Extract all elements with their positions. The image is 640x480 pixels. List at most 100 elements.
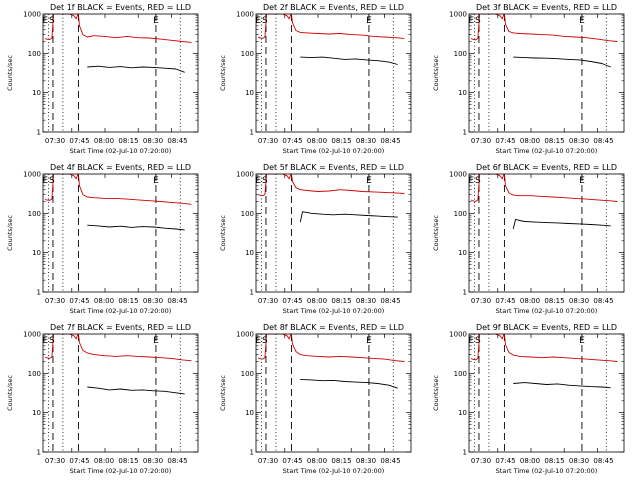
plot-area	[470, 174, 618, 292]
x-tick-label: 08:00	[520, 457, 540, 465]
y-tick-label: 1000	[23, 11, 41, 19]
event-marker-label: S	[475, 176, 481, 186]
x-axis-label: Start Time (02-Jul-10 07:20:00)	[283, 307, 385, 315]
y-tick-label: 10	[458, 409, 467, 417]
x-tick-label: 07:30	[258, 137, 278, 145]
x-tick-label: 08:15	[331, 137, 351, 145]
x-tick-label: 07:30	[45, 457, 65, 465]
x-axis-label: Start Time (02-Jul-10 07:20:00)	[496, 467, 598, 475]
plot-frame	[255, 333, 412, 453]
x-tick-label: 07:45	[495, 137, 515, 145]
plot-frame	[468, 173, 625, 293]
x-tick-label: 07:45	[495, 297, 515, 305]
x-tick-label: 08:30	[356, 297, 376, 305]
series-events-line	[512, 218, 611, 230]
x-tick-label: 08:30	[143, 457, 163, 465]
panel-title: Det 5f BLACK = Events, RED = LLD	[263, 163, 404, 172]
y-tick-label: 10	[32, 409, 41, 417]
y-tick-label: 100	[28, 370, 41, 378]
x-tick-label: 08:45	[380, 457, 400, 465]
series-events-line	[87, 386, 185, 395]
panel-title: Det 2f BLACK = Events, RED = LLD	[263, 3, 404, 12]
y-tick-label: 1	[463, 289, 467, 297]
plot-frame	[468, 333, 625, 453]
panel-title: Det 1f BLACK = Events, RED = LLD	[50, 3, 191, 12]
x-axis-label: Start Time (02-Jul-10 07:20:00)	[70, 147, 172, 155]
x-tick-label: 08:30	[569, 137, 589, 145]
x-tick-label: 08:15	[118, 457, 138, 465]
plot-frame	[42, 333, 199, 453]
event-marker-label: E	[579, 16, 585, 26]
event-marker-label: E	[468, 16, 474, 26]
x-tick-label: 08:15	[118, 297, 138, 305]
plot-area	[470, 14, 618, 132]
y-axis-label: Counts/sec	[6, 55, 14, 91]
y-tick-label: 1	[37, 129, 41, 137]
x-tick-label: 07:45	[282, 457, 302, 465]
panel-8: Det 8f BLACK = Events, RED = LLD Counts/s…	[219, 323, 412, 475]
x-tick-label: 08:15	[118, 137, 138, 145]
event-marker-label: S	[262, 336, 268, 346]
y-tick-label: 1	[250, 289, 254, 297]
event-marker-label: S	[49, 336, 55, 346]
y-tick-label: 1000	[236, 11, 254, 19]
y-tick-label: 100	[28, 50, 41, 58]
y-axis-label: Counts/sec	[219, 375, 227, 411]
y-tick-label: 10	[32, 249, 41, 257]
y-tick-label: 1	[250, 129, 254, 137]
event-marker-label: E	[255, 16, 261, 26]
x-tick-label: 08:30	[569, 297, 589, 305]
panel-5: Det 5f BLACK = Events, RED = LLD Counts/s…	[219, 163, 412, 315]
x-tick-label: 08:45	[380, 297, 400, 305]
panel-2: Det 2f BLACK = Events, RED = LLD Counts/s…	[219, 3, 412, 155]
y-tick-label: 100	[241, 210, 254, 218]
y-tick-label: 10	[245, 249, 254, 257]
x-tick-label: 08:45	[593, 297, 613, 305]
event-marker-label: S	[49, 176, 55, 186]
x-tick-label: 08:00	[520, 137, 540, 145]
event-marker-label: E	[42, 16, 48, 26]
x-tick-label: 07:30	[258, 297, 278, 305]
x-tick-label: 08:15	[544, 457, 564, 465]
panel-title: Det 7f BLACK = Events, RED = LLD	[50, 323, 191, 332]
plot-frame	[255, 173, 412, 293]
x-tick-label: 07:45	[282, 137, 302, 145]
panel-1: Det 1f BLACK = Events, RED = LLD Counts/s…	[6, 3, 199, 155]
event-marker-label: E	[579, 176, 585, 186]
panel-6: Det 6f BLACK = Events, RED = LLD Counts/s…	[432, 163, 625, 315]
x-tick-label: 08:00	[520, 297, 540, 305]
series-lld-line	[470, 334, 618, 362]
panel-7: Det 7f BLACK = Events, RED = LLD Counts/s…	[6, 323, 199, 475]
y-tick-label: 1000	[449, 171, 467, 179]
x-axis-label: Start Time (02-Jul-10 07:20:00)	[496, 147, 598, 155]
plot-frame	[255, 13, 412, 133]
y-tick-label: 10	[458, 249, 467, 257]
x-tick-label: 08:45	[380, 137, 400, 145]
y-tick-label: 1000	[236, 331, 254, 339]
event-marker-label: S	[49, 16, 55, 26]
y-axis-label: Counts/sec	[219, 55, 227, 91]
y-axis-label: Counts/sec	[6, 215, 14, 251]
x-tick-label: 08:30	[143, 297, 163, 305]
event-marker-label: S	[262, 16, 268, 26]
event-marker-label: E	[579, 336, 585, 346]
x-tick-label: 08:15	[331, 297, 351, 305]
plot-area	[44, 334, 192, 452]
y-tick-label: 100	[454, 50, 467, 58]
y-tick-label: 1000	[236, 171, 254, 179]
x-tick-label: 07:30	[45, 297, 65, 305]
plot-area	[257, 14, 405, 132]
y-tick-label: 1000	[449, 331, 467, 339]
x-tick-label: 08:30	[569, 457, 589, 465]
panel-9: Det 9f BLACK = Events, RED = LLD Counts/s…	[432, 323, 625, 475]
x-tick-label: 07:45	[495, 457, 515, 465]
y-tick-label: 1	[37, 289, 41, 297]
x-tick-label: 08:00	[94, 137, 114, 145]
plot-frame	[42, 13, 199, 133]
x-tick-label: 07:45	[69, 457, 89, 465]
x-tick-label: 08:45	[593, 457, 613, 465]
plot-area	[470, 334, 618, 452]
y-tick-label: 1	[463, 449, 467, 457]
y-tick-label: 10	[245, 89, 254, 97]
